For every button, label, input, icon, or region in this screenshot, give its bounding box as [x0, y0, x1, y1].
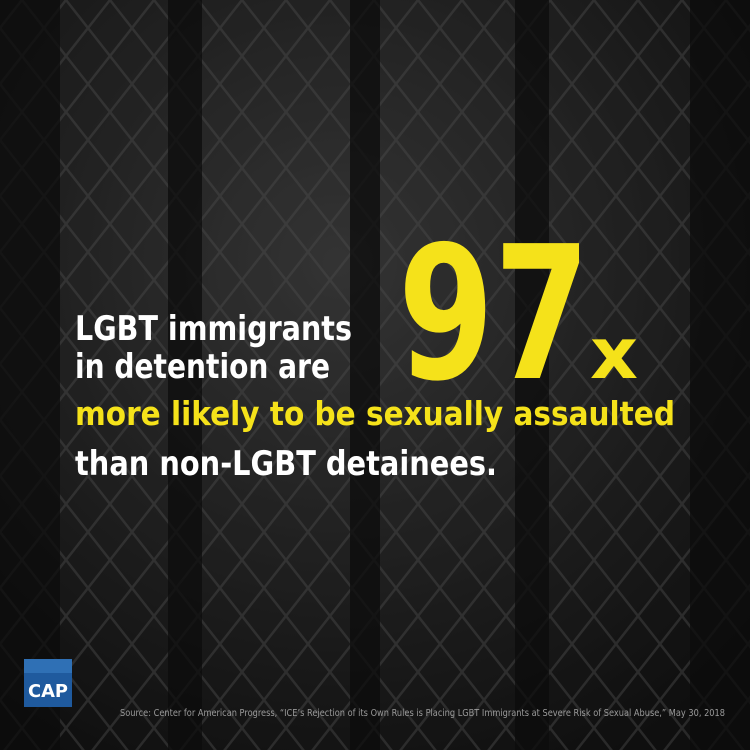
headline-line: than non-LGBT detainees. [75, 444, 497, 484]
highlight-line: more likely to be sexually assaulted [75, 394, 675, 433]
logo-accent [24, 659, 72, 673]
logo-text: CAP [28, 681, 68, 702]
stat-number: 97 [398, 206, 590, 422]
headline-line: in detention are [75, 347, 330, 387]
headline-line: LGBT immigrants [75, 309, 352, 349]
source-note: Source: Center for American Progress, “I… [120, 708, 725, 719]
stat-suffix: x [590, 313, 638, 395]
